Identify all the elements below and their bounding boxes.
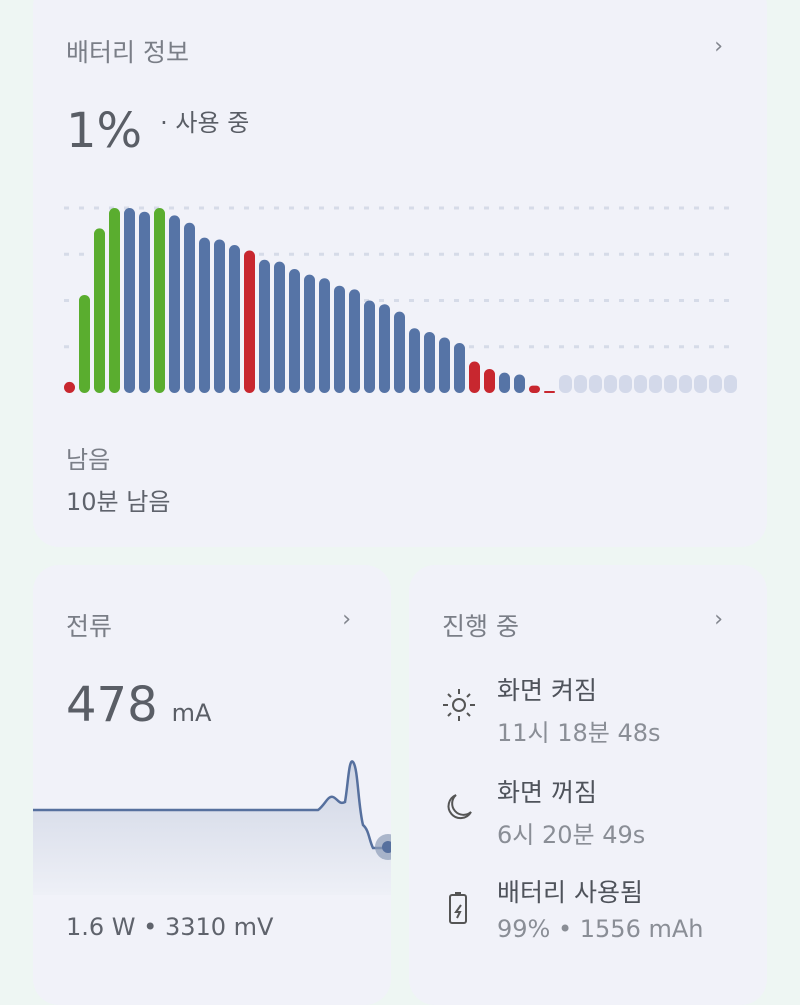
future-bar	[694, 375, 707, 393]
battery-status: · 사용 중	[160, 109, 250, 137]
battery-usage-chart	[64, 206, 737, 393]
usage-bar	[544, 391, 555, 393]
future-bar	[649, 375, 662, 393]
usage-bar	[349, 289, 360, 393]
battery-charging-icon	[449, 892, 467, 924]
usage-bar	[334, 285, 345, 393]
usage-bar	[514, 374, 525, 393]
ongoing-card[interactable]: 진행 중 › 화면 켜짐 11시 18분 48s 화면 꺼짐 6시 20분 49…	[409, 565, 767, 1005]
item-label: 배터리 사용됨	[497, 878, 643, 907]
future-bar	[709, 375, 722, 393]
usage-bar	[499, 372, 510, 393]
remaining-label: 남음	[66, 446, 111, 474]
usage-bar	[439, 337, 450, 393]
usage-bar	[124, 208, 135, 393]
usage-bar	[394, 311, 405, 393]
usage-bar	[364, 300, 375, 393]
card-title: 배터리 정보	[66, 38, 189, 67]
item-label: 화면 꺼짐	[497, 778, 597, 807]
current-value: 478 mA	[66, 677, 211, 733]
current-unit: mA	[171, 699, 212, 727]
future-bar	[634, 375, 647, 393]
future-bar	[589, 375, 602, 393]
item-value: 6시 20분 49s	[497, 821, 646, 849]
item-label: 화면 켜짐	[497, 676, 597, 705]
remaining-value: 10분 남음	[66, 488, 171, 516]
usage-bar	[304, 274, 315, 393]
future-bar	[664, 375, 677, 393]
usage-bar	[454, 343, 465, 393]
usage-bar	[484, 368, 495, 393]
future-bar	[619, 375, 632, 393]
future-bar	[574, 375, 587, 393]
usage-bar	[79, 294, 90, 393]
usage-bar	[229, 245, 240, 393]
usage-bar	[154, 208, 165, 393]
usage-bar	[289, 269, 300, 393]
usage-bar	[244, 250, 255, 393]
moon-icon	[447, 794, 472, 820]
usage-bar	[409, 328, 420, 393]
current-number: 478	[66, 677, 158, 733]
chevron-right-icon[interactable]: ›	[714, 34, 723, 59]
card-title: 진행 중	[442, 612, 519, 641]
battery-percent: 1%	[66, 103, 143, 159]
usage-bar	[469, 361, 480, 393]
item-value: 11시 18분 48s	[497, 719, 661, 747]
usage-bar	[529, 385, 540, 393]
usage-bar	[109, 208, 120, 393]
usage-bar	[214, 239, 225, 393]
card-title: 전류	[66, 612, 113, 641]
item-value: 99% • 1556 mAh	[497, 915, 704, 943]
usage-bar	[424, 331, 435, 393]
usage-bar	[169, 215, 180, 393]
current-card[interactable]: 전류 › 478 mA 1.6 W • 3310 mV	[33, 565, 391, 1005]
usage-bar	[139, 211, 150, 393]
usage-bar	[274, 261, 285, 393]
future-bar	[604, 375, 617, 393]
sun-icon	[443, 689, 475, 721]
usage-bar	[94, 228, 105, 393]
power-voltage: 1.6 W • 3310 mV	[66, 913, 274, 941]
usage-bar	[379, 304, 390, 393]
chevron-right-icon[interactable]: ›	[342, 607, 351, 632]
usage-bar	[184, 222, 195, 393]
usage-bar	[319, 278, 330, 393]
future-bar	[559, 375, 572, 393]
current-graph	[33, 760, 391, 895]
future-bar	[724, 375, 737, 393]
usage-bar	[64, 381, 75, 393]
usage-bar	[199, 237, 210, 393]
future-bar	[679, 375, 692, 393]
battery-level: 1% · 사용 중	[66, 103, 249, 159]
chevron-right-icon[interactable]: ›	[714, 607, 723, 632]
usage-bar	[259, 259, 270, 393]
